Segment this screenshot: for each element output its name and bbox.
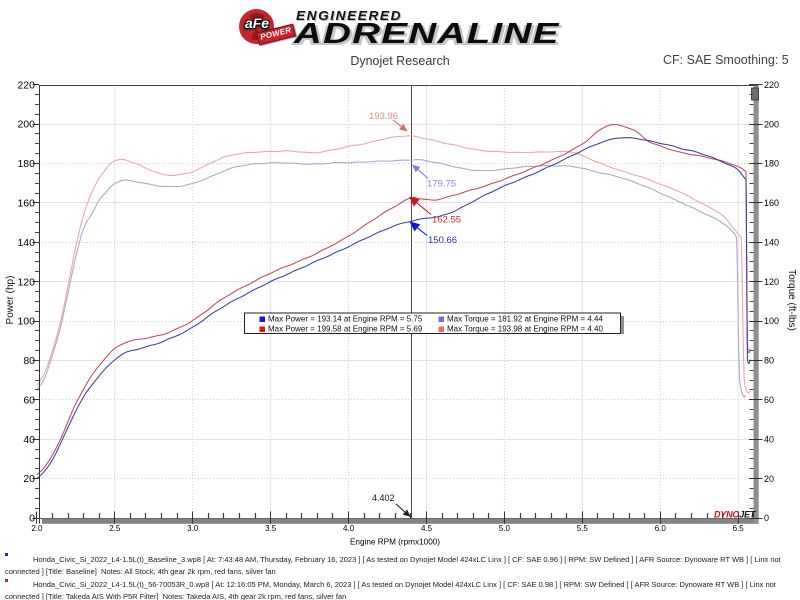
svg-text:100: 100 (17, 316, 35, 328)
svg-text:Engine RPM (rpmx1000): Engine RPM (rpmx1000) (350, 538, 440, 547)
svg-text:140: 140 (17, 237, 35, 249)
svg-text:2.0: 2.0 (31, 524, 43, 533)
svg-text:60: 60 (23, 394, 35, 406)
svg-text:DYNOJET: DYNOJET (714, 510, 757, 520)
svg-text:Max Power = 193.14 at Engine R: Max Power = 193.14 at Engine RPM = 5.75 (268, 315, 423, 324)
svg-text:200: 200 (764, 119, 779, 129)
svg-text:220: 220 (764, 80, 779, 90)
svg-text:120: 120 (17, 276, 35, 288)
svg-text:160: 160 (764, 198, 779, 208)
svg-text:150.66: 150.66 (428, 235, 457, 246)
svg-text:80: 80 (23, 355, 35, 367)
svg-text:100: 100 (764, 316, 779, 326)
svg-text:Max Power = 199.58 at Engine R: Max Power = 199.58 at Engine RPM = 5.69 (268, 325, 423, 334)
svg-text:Max Torque = 181.92 at Engine: Max Torque = 181.92 at Engine RPM = 4.44 (447, 315, 604, 324)
svg-text:140: 140 (764, 238, 779, 248)
svg-text:4.402: 4.402 (372, 493, 395, 503)
svg-text:6.0: 6.0 (655, 524, 667, 533)
svg-text:80: 80 (764, 356, 774, 366)
svg-text:0: 0 (29, 513, 35, 525)
svg-text:180: 180 (17, 158, 35, 170)
svg-text:Max Torque = 193.98 at Engine: Max Torque = 193.98 at Engine RPM = 4.40 (447, 325, 604, 334)
svg-text:40: 40 (23, 434, 35, 446)
svg-text:5.5: 5.5 (577, 524, 589, 533)
svg-text:20: 20 (764, 474, 774, 484)
svg-text:3.0: 3.0 (187, 524, 199, 533)
svg-text:40: 40 (764, 434, 774, 444)
svg-text:0: 0 (764, 513, 769, 523)
svg-text:20: 20 (23, 473, 35, 485)
svg-text:Torque (ft-lbs): Torque (ft-lbs) (786, 269, 797, 331)
svg-text:180: 180 (764, 159, 779, 169)
svg-text:160: 160 (17, 198, 35, 210)
svg-text:60: 60 (764, 395, 774, 405)
svg-text:5.0: 5.0 (499, 524, 511, 533)
svg-text:6.5: 6.5 (733, 524, 745, 533)
svg-text:Power (hp): Power (hp) (5, 276, 16, 325)
svg-text:220: 220 (17, 79, 35, 91)
svg-text:4.0: 4.0 (343, 524, 355, 533)
svg-text:179.75: 179.75 (427, 179, 456, 190)
svg-text:4.5: 4.5 (421, 524, 433, 533)
svg-text:120: 120 (764, 277, 779, 287)
svg-text:200: 200 (17, 119, 35, 131)
svg-text:3.5: 3.5 (265, 524, 277, 533)
svg-text:193.96: 193.96 (369, 111, 398, 122)
svg-text:2.5: 2.5 (109, 524, 121, 533)
svg-text:162.55: 162.55 (432, 215, 461, 226)
